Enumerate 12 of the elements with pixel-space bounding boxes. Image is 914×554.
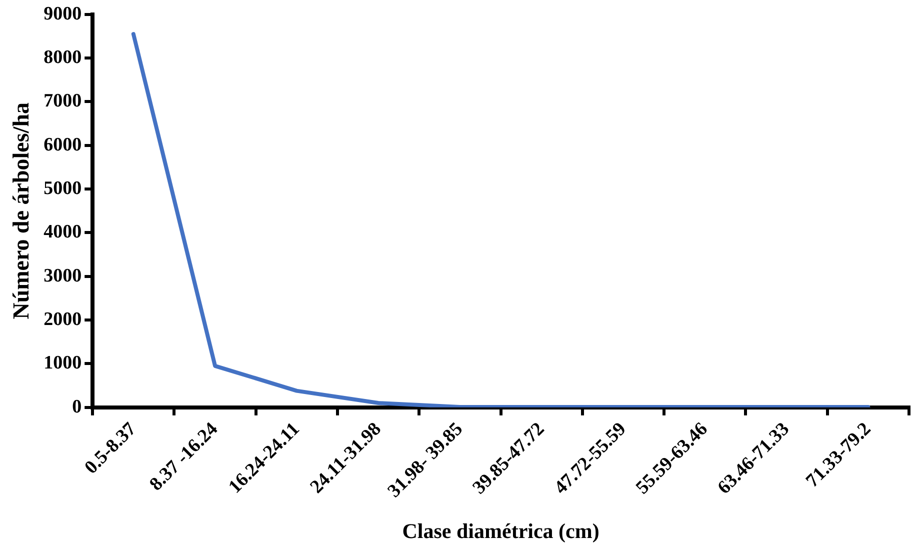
y-tick-label: 4000 <box>44 222 82 243</box>
y-tick-label: 9000 <box>44 3 82 24</box>
y-tick-label: 0 <box>72 396 82 418</box>
y-tick-label: 3000 <box>44 265 82 286</box>
y-tick-label: 7000 <box>44 90 82 112</box>
y-tick-label: 5000 <box>44 178 82 199</box>
x-axis-title: Clase diamétrica (cm) <box>402 518 600 543</box>
y-tick-label: 1000 <box>44 352 82 374</box>
y-axis-title: Número de árboles/ha <box>8 102 34 320</box>
y-tick-label: 2000 <box>44 308 82 330</box>
y-tick-label: 6000 <box>44 134 82 156</box>
y-tick-label: 8000 <box>44 46 82 68</box>
